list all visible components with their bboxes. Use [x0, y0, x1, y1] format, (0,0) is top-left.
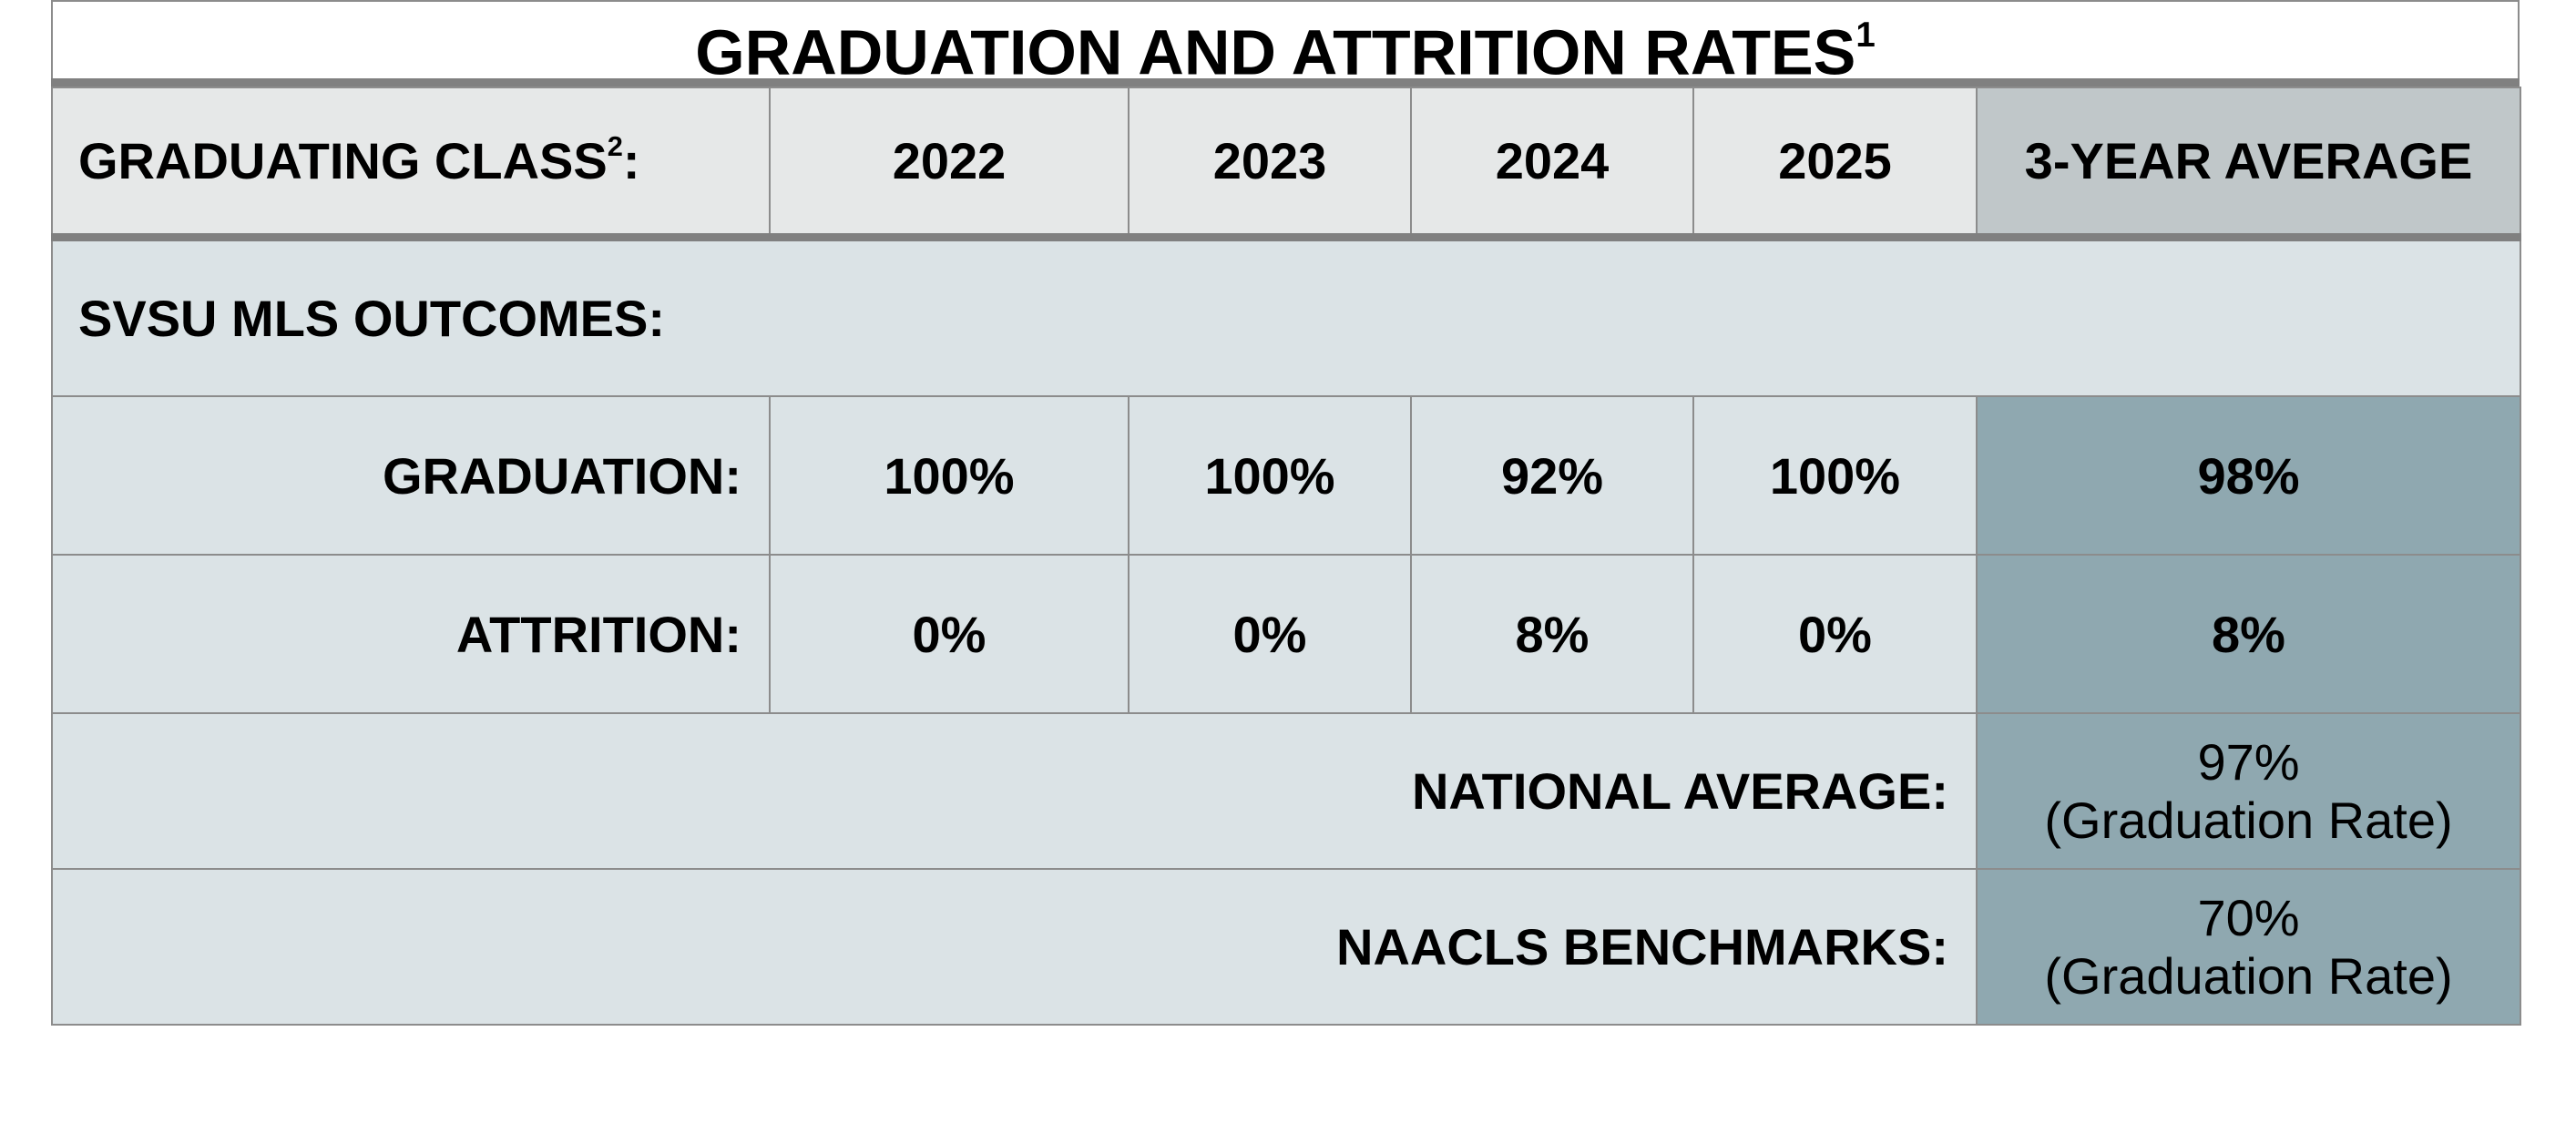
- national-average-label: NATIONAL AVERAGE:: [51, 712, 1978, 870]
- attrition-value: 0%: [1692, 554, 1978, 714]
- graduation-average: 98%: [1976, 395, 2521, 556]
- graduating-class-suffix: :: [622, 131, 640, 189]
- graduation-label: GRADUATION:: [51, 395, 771, 556]
- naacls-benchmarks-row: NAACLS BENCHMARKS: 70% (Graduation Rate): [51, 868, 2521, 1026]
- attrition-value: 8%: [1410, 554, 1694, 714]
- national-average-note: (Graduation Rate): [2044, 791, 2453, 849]
- header-row: GRADUATING CLASS2: 2022 2023 2024 2025 3…: [51, 87, 2521, 238]
- graduating-class-label: GRADUATING CLASS2:: [51, 87, 771, 238]
- year-header: 2025: [1692, 87, 1978, 238]
- year-header: 2024: [1410, 87, 1694, 238]
- title-footnote: 1: [1855, 15, 1876, 56]
- three-year-average-header: 3-YEAR AVERAGE: [1976, 87, 2521, 238]
- attrition-value: 0%: [1128, 554, 1412, 714]
- naacls-benchmarks-value: 70%: [2197, 888, 2300, 946]
- year-header: 2022: [769, 87, 1130, 238]
- naacls-benchmarks-label: NAACLS BENCHMARKS:: [51, 868, 1978, 1026]
- graduation-value: 100%: [769, 395, 1130, 556]
- national-average-value: 97%: [2197, 732, 2300, 791]
- national-average-row: NATIONAL AVERAGE: 97% (Graduation Rate): [51, 712, 2521, 870]
- attrition-label: ATTRITION:: [51, 554, 771, 714]
- year-header: 2023: [1128, 87, 1412, 238]
- graduation-row: GRADUATION: 100% 100% 92% 100% 98%: [51, 395, 2521, 556]
- graduation-value: 100%: [1128, 395, 1412, 556]
- graduating-class-footnote: 2: [607, 130, 623, 163]
- graduation-value: 92%: [1410, 395, 1694, 556]
- rates-table: GRADUATING CLASS2: 2022 2023 2024 2025 3…: [51, 87, 2521, 1026]
- svsu-mls-outcomes-label: SVSU MLS OUTCOMES:: [51, 232, 2521, 397]
- table-title: GRADUATION AND ATTRITION RATES1: [51, 0, 2520, 87]
- attrition-value: 0%: [769, 554, 1130, 714]
- rates-table-container: GRADUATION AND ATTRITION RATES1 GRADUATI…: [51, 0, 2521, 1026]
- table-title-text: GRADUATION AND ATTRITION RATES: [695, 16, 1856, 88]
- title-divider: [51, 78, 2520, 87]
- national-average-value-cell: 97% (Graduation Rate): [1976, 712, 2521, 870]
- attrition-average: 8%: [1976, 554, 2521, 714]
- naacls-benchmarks-note: (Graduation Rate): [2044, 946, 2453, 1005]
- attrition-row: ATTRITION: 0% 0% 8% 0% 8%: [51, 554, 2521, 714]
- graduation-value: 100%: [1692, 395, 1978, 556]
- section-row: SVSU MLS OUTCOMES:: [51, 232, 2521, 397]
- graduating-class-text: GRADUATING CLASS: [78, 131, 608, 189]
- naacls-benchmarks-value-cell: 70% (Graduation Rate): [1976, 868, 2521, 1026]
